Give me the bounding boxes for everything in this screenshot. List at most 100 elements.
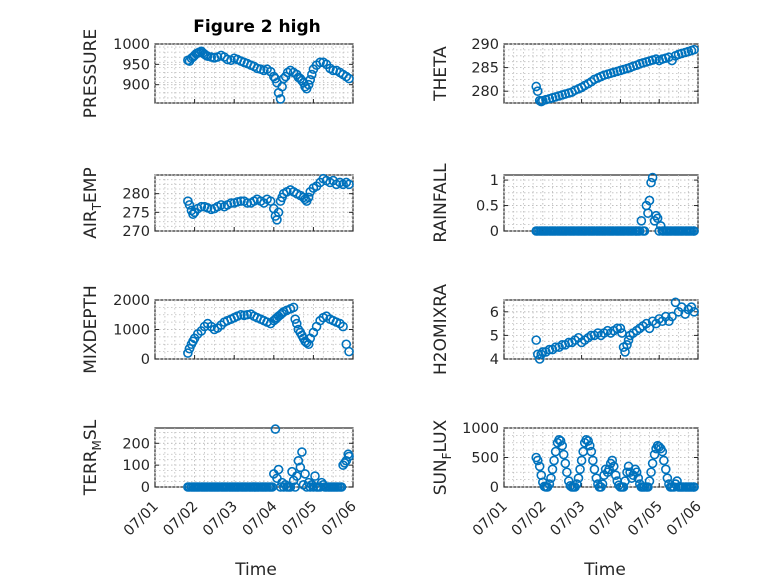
data-point	[339, 458, 350, 468]
y-tick-label: 280	[471, 84, 499, 100]
data-point	[651, 318, 661, 329]
data-point	[584, 440, 595, 451]
data-point	[657, 446, 668, 457]
data-point	[532, 86, 543, 96]
data-point	[300, 469, 310, 479]
y-tick-label: 0.5	[476, 199, 499, 215]
data-point	[534, 461, 545, 472]
data-point	[689, 306, 699, 317]
data-point	[573, 473, 584, 483]
data-point	[659, 455, 669, 466]
data-point	[607, 455, 618, 466]
data-point	[634, 226, 645, 236]
y-tick-label: 280	[122, 187, 150, 203]
xlabel-left: Time	[234, 560, 277, 580]
data-point	[557, 440, 568, 451]
data-point	[344, 346, 354, 357]
data-point	[575, 464, 585, 475]
y-tick-label: 4	[490, 352, 499, 368]
data-point	[236, 196, 246, 206]
data-point	[532, 455, 543, 466]
data-point	[232, 197, 243, 207]
data-point	[303, 79, 314, 90]
data-point	[344, 179, 354, 190]
data-point	[184, 200, 195, 210]
y-tick-label: 1000	[113, 37, 150, 53]
y-tick-label: 290	[471, 37, 499, 53]
data-point	[544, 479, 555, 489]
ylabel-1: PRESSURE	[81, 29, 101, 118]
data-point	[670, 297, 681, 308]
y-tick-label: 270	[122, 224, 150, 240]
data-point	[647, 172, 658, 183]
y-tick-label: 275	[122, 205, 150, 221]
y-tick-label: 1000	[462, 421, 499, 437]
data-point	[660, 311, 671, 322]
data-point	[573, 332, 584, 343]
ylabel-7: TERRMSL	[81, 419, 104, 496]
data-point	[315, 57, 325, 68]
data-point	[301, 482, 312, 492]
data-point	[290, 482, 300, 492]
y-tick-label: 2000	[113, 293, 150, 309]
data-point	[344, 73, 354, 84]
data-point	[338, 321, 348, 332]
data-point	[563, 337, 574, 348]
data-point	[662, 473, 673, 483]
subplot-3: 270 275 280 AIRTEMP	[81, 167, 354, 240]
data-point	[550, 446, 561, 457]
data-point	[270, 424, 281, 434]
data-point	[667, 311, 677, 322]
data-point	[226, 198, 236, 208]
ylabel-3: AIRTEMP	[81, 167, 104, 238]
data-point	[242, 198, 253, 208]
ylabel-8: SUNFLUX	[431, 419, 454, 495]
subplot-6: 4 5 6 H2OMIXRA	[431, 284, 699, 375]
data-point	[555, 436, 566, 446]
data-point	[689, 482, 699, 492]
data-point	[188, 209, 198, 219]
ylabel-6: H2OMIXRA	[431, 284, 451, 375]
data-point	[544, 344, 555, 355]
data-point	[560, 458, 571, 469]
data-point	[609, 461, 619, 472]
data-point	[277, 308, 287, 319]
data-point	[546, 473, 556, 483]
data-point	[643, 208, 653, 218]
data-point	[654, 442, 665, 452]
data-point	[558, 449, 569, 460]
data-point	[291, 471, 302, 481]
data-point	[647, 458, 658, 469]
data-point	[547, 464, 558, 475]
data-point	[689, 226, 699, 236]
data-point	[562, 467, 572, 478]
y-tick-label: 950	[122, 57, 150, 73]
subplot-2: 280 285 290 THETA	[431, 37, 699, 107]
y-tick-label: 6	[490, 305, 499, 321]
ylabel-5: MIXDEPTH	[81, 285, 101, 374]
data-point	[636, 216, 647, 226]
data-point	[196, 201, 207, 212]
data-point	[291, 318, 302, 329]
subplot-5: 0 1000 2000 MIXDEPTH	[81, 285, 354, 374]
data-point	[618, 482, 629, 492]
data-point	[646, 467, 656, 478]
data-point	[295, 462, 306, 473]
y-tick-label: 900	[122, 78, 150, 94]
data-point	[646, 177, 656, 188]
data-point	[297, 447, 307, 457]
data-point	[644, 195, 655, 206]
data-point	[273, 207, 284, 218]
data-point	[336, 482, 347, 492]
data-point	[588, 455, 598, 466]
data-point	[307, 69, 317, 80]
data-point	[623, 335, 634, 345]
data-point	[586, 446, 597, 457]
data-point	[288, 302, 299, 313]
data-point	[686, 302, 697, 312]
y-tick-label: 0	[141, 352, 150, 368]
data-point	[572, 479, 582, 489]
y-tick-label: 500	[471, 451, 499, 467]
data-point	[639, 226, 650, 236]
